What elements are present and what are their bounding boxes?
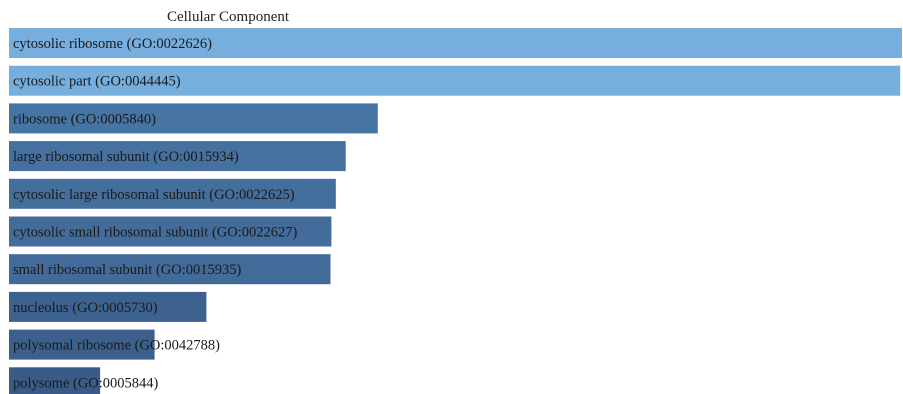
bar-label: ribosome (GO:0005840) [13, 111, 156, 127]
bar-label: cytosolic large ribosomal subunit (GO:00… [13, 187, 295, 203]
bar [9, 178, 336, 209]
bar-labels-group: cytosolic ribosome (GO:0022626) cytosolic… [13, 36, 298, 391]
bar-label: cytosolic ribosome (GO:0022626) [13, 36, 212, 52]
bar [9, 291, 207, 322]
bar-label: small ribosomal subunit (GO:0015935) [13, 262, 242, 278]
bars-group [9, 28, 902, 394]
bar-label: polysomal ribosome (GO:0042788) [13, 338, 220, 354]
bar [9, 329, 155, 360]
bar [9, 103, 378, 134]
bar-label: cytosolic small ribosomal subunit (GO:00… [13, 225, 298, 241]
bar [9, 254, 331, 285]
bar-label: large ribosomal subunit (GO:0015934) [13, 149, 239, 165]
bar [9, 28, 902, 58]
bar [9, 141, 346, 172]
bar [9, 65, 901, 96]
bar [9, 216, 332, 247]
bar-label: cytosolic part (GO:0044445) [13, 74, 181, 90]
bar-label: polysome (GO:0005844) [13, 375, 159, 391]
bar [9, 367, 101, 394]
chart-title: Cellular Component [167, 9, 290, 25]
bar-label: nucleolus (GO:0005730) [13, 300, 158, 316]
